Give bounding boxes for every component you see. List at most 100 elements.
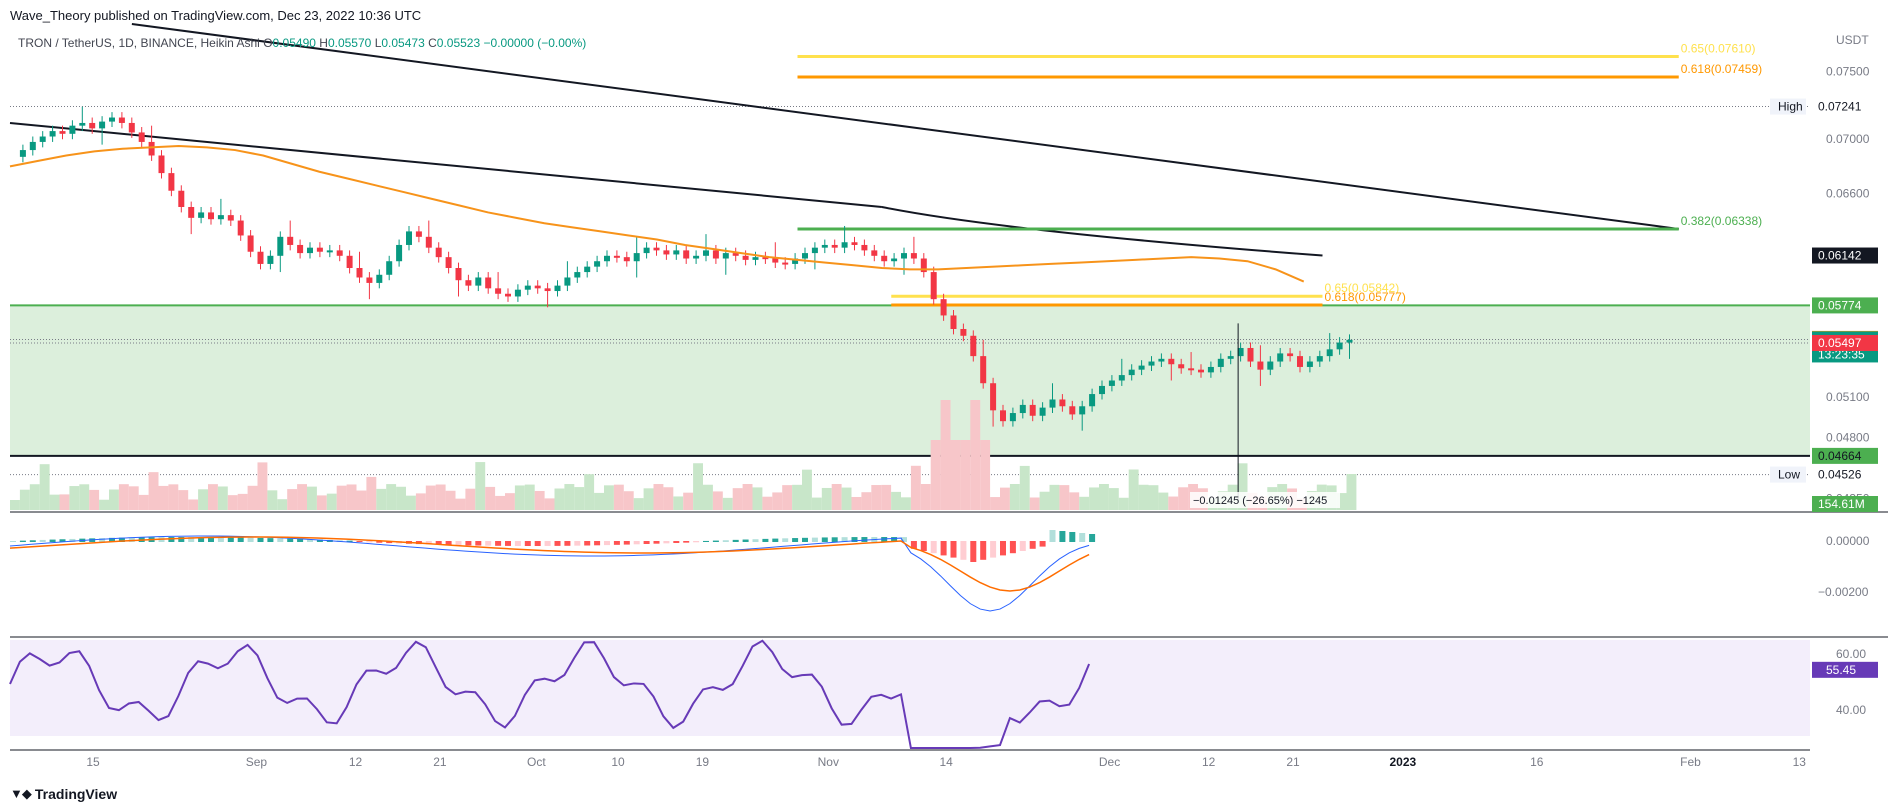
candle-body bbox=[693, 255, 700, 259]
macd-histogram-bar bbox=[19, 540, 26, 542]
macd-histogram-bar bbox=[901, 537, 907, 542]
volume-bar bbox=[39, 464, 50, 510]
high-label: H bbox=[319, 36, 328, 50]
candle-body bbox=[554, 285, 561, 292]
candle-body bbox=[495, 288, 502, 294]
price-badge bbox=[1812, 496, 1878, 512]
candle-body bbox=[1168, 358, 1175, 365]
time-axis-tick: 21 bbox=[1286, 755, 1300, 769]
macd-axis-tick: 0.00000 bbox=[1826, 534, 1870, 548]
macd-histogram-bar bbox=[39, 539, 46, 542]
candle-body bbox=[297, 244, 304, 254]
candle-body bbox=[821, 244, 828, 248]
candle-body bbox=[722, 253, 729, 259]
ma-black-line bbox=[9, 121, 882, 208]
volume-bar bbox=[901, 497, 911, 510]
candle-body bbox=[267, 255, 274, 264]
candle-body bbox=[910, 253, 917, 259]
macd-histogram-bar bbox=[663, 541, 670, 544]
candle-body bbox=[732, 253, 739, 256]
candle-body bbox=[920, 258, 927, 273]
price-badge-tag bbox=[1770, 466, 1806, 483]
fib-level-label: 0.65(0.05842) bbox=[1325, 281, 1400, 295]
candle-body bbox=[49, 131, 56, 137]
macd-histogram-bar bbox=[673, 541, 680, 544]
macd-histogram-bar bbox=[524, 541, 531, 546]
volume-bar bbox=[960, 440, 971, 510]
candle-body bbox=[1306, 361, 1313, 367]
candle-body bbox=[158, 155, 165, 174]
candle-body bbox=[613, 255, 620, 258]
volume-bar bbox=[554, 488, 565, 510]
macd-histogram-bar bbox=[703, 540, 709, 542]
macd-histogram-bar bbox=[990, 541, 997, 558]
volume-bar bbox=[366, 476, 377, 510]
candle-body bbox=[653, 247, 660, 251]
macd-histogram-bar bbox=[10, 541, 16, 542]
candle-body bbox=[1217, 358, 1224, 367]
macd-histogram-bar bbox=[554, 541, 561, 546]
volume-bar bbox=[861, 492, 872, 510]
volume-bar bbox=[89, 489, 100, 510]
tradingview-brand[interactable]: ▼◆ TradingView bbox=[10, 786, 117, 802]
price-badge bbox=[1812, 466, 1878, 483]
volume-bar bbox=[138, 494, 149, 510]
volume-bar bbox=[217, 486, 228, 510]
macd-histogram-bar bbox=[722, 540, 729, 542]
price-badge bbox=[1812, 98, 1878, 115]
macd-histogram-bar bbox=[841, 537, 848, 542]
close-value: 0.05523 bbox=[436, 36, 481, 50]
volume-bar bbox=[297, 484, 307, 510]
range-measure-label: −0.01245 (−26.65%) −1245 bbox=[1193, 495, 1327, 507]
macd-histogram-bar bbox=[118, 537, 125, 542]
volume-bar bbox=[940, 400, 951, 510]
volume-bar bbox=[663, 487, 674, 510]
volume-bar bbox=[188, 499, 199, 510]
volume-bar bbox=[267, 490, 278, 510]
candle-body bbox=[623, 257, 630, 262]
macd-histogram-bar bbox=[950, 541, 957, 558]
volume-bar bbox=[811, 497, 822, 510]
volume-bar bbox=[109, 489, 119, 510]
candle-body bbox=[1297, 356, 1303, 367]
price-axis-tick: 0.06600 bbox=[1826, 186, 1870, 200]
candle-body bbox=[703, 250, 709, 256]
candle-body bbox=[79, 122, 86, 126]
volume-bar bbox=[623, 491, 634, 510]
price-badge-label: 0.06142 bbox=[1818, 249, 1862, 263]
macd-histogram-bar bbox=[178, 537, 185, 542]
candle-body bbox=[950, 315, 957, 329]
macd-histogram-bar bbox=[782, 538, 789, 542]
macd-histogram-bar bbox=[762, 538, 769, 542]
candle-body bbox=[118, 117, 125, 123]
price-badge-label: 0.05497 bbox=[1818, 336, 1862, 350]
candle-body bbox=[326, 250, 333, 253]
candle-body bbox=[316, 247, 323, 252]
volume-bar bbox=[1099, 484, 1109, 510]
candle-body bbox=[1237, 347, 1244, 357]
support-zone bbox=[10, 305, 1810, 456]
candle-body bbox=[505, 293, 511, 297]
macd-histogram-bar bbox=[910, 541, 917, 549]
candle-body bbox=[1188, 368, 1195, 371]
volume-bar bbox=[574, 487, 585, 510]
candle-body bbox=[1336, 342, 1343, 350]
open-label: O bbox=[263, 36, 273, 50]
volume-bar bbox=[831, 484, 842, 510]
macd-histogram-bar bbox=[455, 541, 462, 546]
candle-body bbox=[1227, 356, 1234, 359]
candle-body bbox=[1316, 356, 1323, 362]
macd-histogram-bar bbox=[930, 541, 937, 554]
candle-body bbox=[386, 261, 393, 275]
candle-body bbox=[811, 247, 818, 254]
candle-body bbox=[1128, 369, 1135, 376]
volume-bar bbox=[148, 472, 159, 510]
volume-bar bbox=[227, 495, 238, 510]
volume-bar bbox=[910, 465, 921, 510]
macd-histogram-bar bbox=[514, 541, 521, 546]
volume-bar bbox=[584, 474, 595, 510]
volume-bar bbox=[406, 495, 416, 510]
candle-body bbox=[1019, 404, 1026, 414]
volume-bar bbox=[376, 488, 387, 510]
